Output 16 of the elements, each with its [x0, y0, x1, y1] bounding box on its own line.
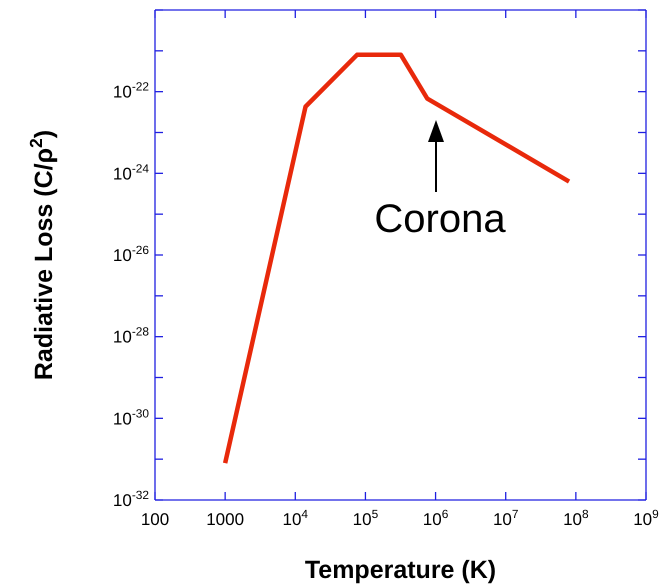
x-axis-title: Temperature (K): [304, 556, 496, 584]
y-tick-label: 10$^{-26}$: [112, 243, 150, 265]
x-tick-label: 10$^{7}$: [492, 507, 519, 529]
x-tick-label: 10$^{5}$: [352, 507, 379, 529]
y-tick-label: 10$^{-22}$: [112, 80, 150, 102]
x-tick-label: 10$^{8}$: [563, 507, 590, 529]
x-tick-label: 1000: [206, 510, 244, 529]
x-tick-label: 10$^{6}$: [422, 507, 449, 529]
annotation: Corona: [374, 197, 506, 241]
y-tick-label: 10$^{-28}$: [112, 324, 150, 347]
y-tick-label: 10$^{-32}$: [112, 488, 150, 510]
x-tick-label: 10$^{4}$: [282, 507, 308, 529]
y-tick-label: 10$^{-24}$: [112, 161, 150, 184]
y-tick-label: 10$^{-30}$: [112, 406, 150, 428]
x-tick-label: 10$^{9}$: [633, 507, 660, 529]
x-tick-label: 100: [140, 510, 170, 529]
